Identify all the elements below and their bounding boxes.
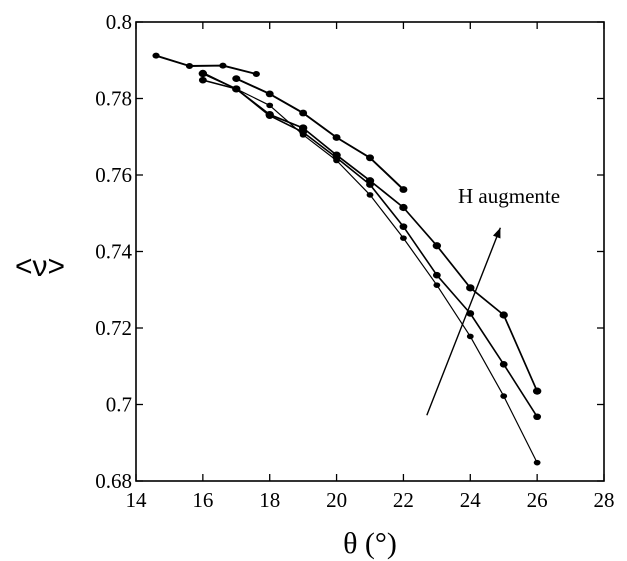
data-point xyxy=(299,109,308,117)
data-point xyxy=(219,62,227,69)
data-point xyxy=(199,69,207,76)
data-point xyxy=(499,311,508,319)
series-line xyxy=(202,71,538,463)
data-point xyxy=(232,86,240,92)
y-tick-label: 0.74 xyxy=(95,240,132,264)
x-tick-label: 26 xyxy=(527,488,548,512)
x-tick-label: 22 xyxy=(393,488,414,512)
data-point xyxy=(299,132,307,138)
ticks-layer: 14 16 18 20 22 24 26 28 0.68 0.7 0.72 0.74 0.76 0.78 0… xyxy=(95,10,614,512)
data-point xyxy=(198,76,207,84)
series-2 xyxy=(198,70,542,395)
data-point xyxy=(366,192,374,198)
data-point xyxy=(332,134,341,141)
data-point xyxy=(533,459,541,466)
data-point xyxy=(265,90,274,98)
y-tick-label: 0.68 xyxy=(95,469,132,493)
series-3 xyxy=(198,76,542,421)
series-line xyxy=(155,54,257,75)
x-tick-label: 18 xyxy=(259,488,280,512)
y-tick-label: 0.7 xyxy=(106,393,132,417)
data-point xyxy=(400,235,407,241)
data-point xyxy=(266,102,274,109)
data-point xyxy=(152,52,160,59)
y-tick-label: 0.8 xyxy=(106,10,132,34)
annotation-label: H augmente xyxy=(458,184,560,208)
y-tick-label: 0.72 xyxy=(95,316,132,340)
y-tick-label: 0.76 xyxy=(95,163,132,187)
data-point xyxy=(466,310,475,317)
x-tick-label: 20 xyxy=(326,488,347,512)
y-axis-title: <ν> xyxy=(15,250,65,283)
data-point xyxy=(500,393,508,399)
series-5 xyxy=(232,75,408,193)
data-point xyxy=(252,71,260,78)
data-point xyxy=(432,242,442,250)
data-point xyxy=(333,157,340,164)
data-point xyxy=(466,333,474,340)
data-point xyxy=(366,154,374,162)
data-point xyxy=(432,271,441,279)
annotation-arrow-head xyxy=(492,227,501,239)
x-axis-title: θ (°) xyxy=(343,527,397,560)
series-4 xyxy=(199,69,541,466)
x-tick-label: 24 xyxy=(460,488,482,512)
data-point xyxy=(466,284,475,292)
data-point xyxy=(232,75,241,83)
series-1 xyxy=(152,52,260,78)
y-tick-label: 0.78 xyxy=(95,87,132,111)
data-point xyxy=(366,181,374,188)
data-point xyxy=(399,203,408,212)
x-tick-label: 28 xyxy=(594,488,615,512)
data-point xyxy=(399,223,408,230)
annotation-layer: H augmente xyxy=(426,184,560,416)
data-point xyxy=(532,387,542,395)
x-tick-label: 16 xyxy=(192,488,213,512)
series-line xyxy=(202,72,538,392)
data-point xyxy=(185,62,194,69)
data-point xyxy=(399,186,408,193)
x-tick-label: 14 xyxy=(126,488,148,512)
series-layer xyxy=(152,52,542,466)
data-point xyxy=(499,361,508,368)
data-point xyxy=(533,413,542,421)
data-point xyxy=(265,112,274,120)
series-line xyxy=(235,77,405,191)
annotation-arrow-line xyxy=(426,227,502,416)
data-point xyxy=(433,282,441,288)
